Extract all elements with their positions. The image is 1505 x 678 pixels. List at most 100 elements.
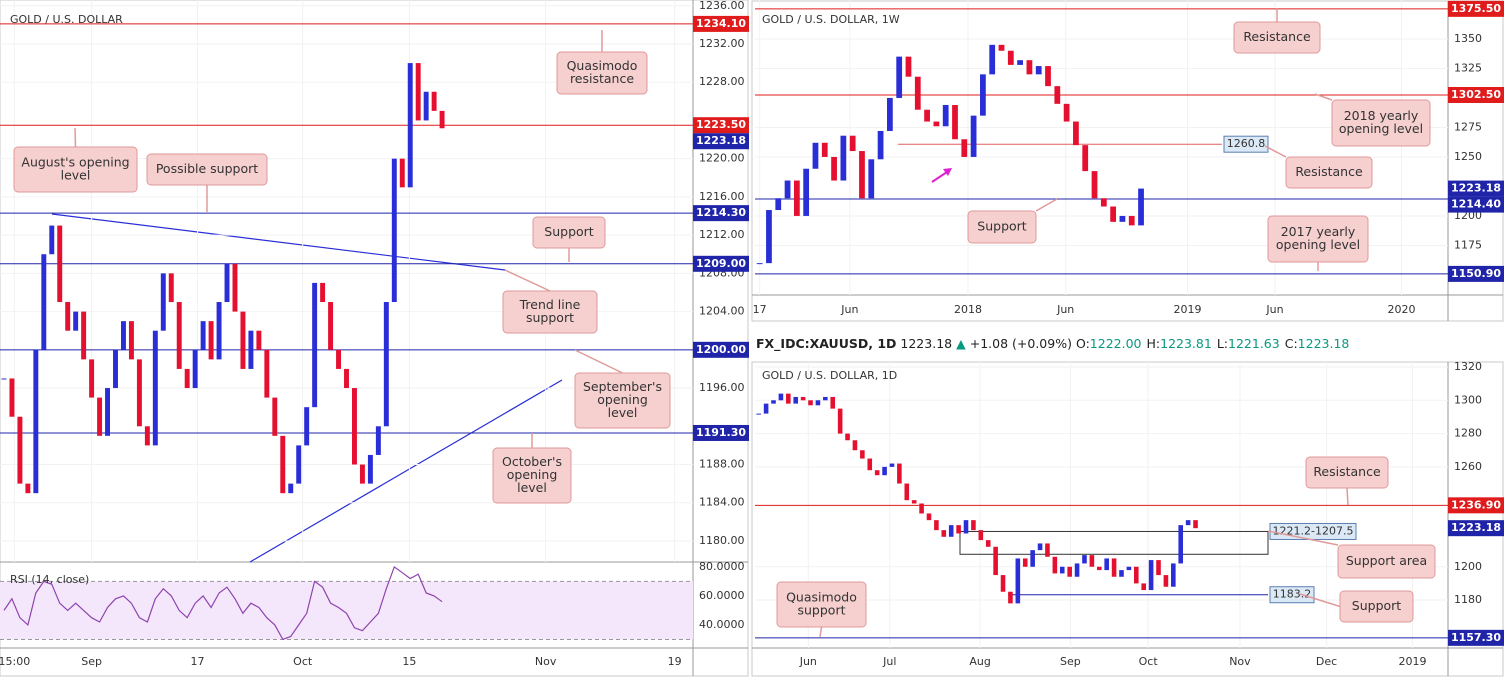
- y-tick-label: 1236.00: [699, 0, 745, 12]
- x-tick-label: Sep: [1060, 655, 1081, 668]
- candle: [168, 273, 174, 303]
- candle: [304, 407, 310, 446]
- candle: [924, 109, 930, 122]
- candle: [1156, 560, 1161, 576]
- candle: [25, 483, 31, 494]
- x-tick-label: Oct: [1139, 655, 1159, 668]
- chart-title: GOLD / U.S. DOLLAR, 1D: [762, 369, 897, 382]
- x-tick-label: 15: [402, 655, 416, 668]
- x-tick-label: 17: [753, 303, 767, 316]
- candle: [296, 445, 302, 484]
- ohlc-value: 1223.81: [1160, 336, 1212, 351]
- x-tick-label: Jun: [1056, 303, 1074, 316]
- callout-text: level: [61, 168, 91, 183]
- candle: [1052, 556, 1058, 574]
- candle: [1185, 520, 1191, 526]
- y-tick-label: 1212.00: [699, 228, 745, 241]
- callout-text: October's: [502, 454, 562, 469]
- candle: [208, 321, 214, 360]
- candle: [808, 400, 813, 406]
- candle: [823, 396, 828, 401]
- x-tick-label: Jun: [1265, 303, 1283, 316]
- callout-box: [1339, 590, 1414, 623]
- candle: [113, 349, 118, 389]
- callout-box: [13, 146, 138, 193]
- y-tick-label: 1216.00: [699, 190, 745, 203]
- candle: [1193, 520, 1198, 529]
- ohlc-label: H:: [1146, 336, 1161, 351]
- rsi-label: RSI (14, close): [10, 573, 89, 586]
- callout-box: [967, 210, 1037, 244]
- candle: [1148, 560, 1154, 591]
- candle: [905, 56, 912, 77]
- y-tick-label: 1175: [1454, 238, 1482, 251]
- x-tick-label: Nov: [1229, 655, 1251, 668]
- candle: [985, 540, 991, 547]
- candle: [882, 466, 887, 476]
- pink-arrow: [931, 168, 952, 183]
- price-box-label: 1214.40: [1451, 198, 1501, 211]
- level-tag-label: 1260.8: [1227, 137, 1266, 150]
- candle: [926, 513, 932, 521]
- annotation: Resistance: [1305, 456, 1389, 506]
- candle: [1138, 188, 1144, 226]
- candle: [919, 503, 924, 514]
- daily-panel: [751, 361, 1504, 677]
- rsi-line: [3, 565, 443, 641]
- price-box: [1448, 265, 1504, 282]
- callout-text: Support: [544, 224, 594, 239]
- price-box-label: 1223.18: [1451, 182, 1501, 195]
- x-tick-label: Aug: [969, 655, 990, 668]
- candle: [889, 463, 895, 467]
- candle: [184, 368, 190, 389]
- x-tick-label: Jul: [882, 655, 896, 668]
- candle: [256, 330, 262, 350]
- candle: [1111, 558, 1117, 577]
- callout-pointer: [1035, 198, 1058, 212]
- callout-pointer: [74, 127, 77, 148]
- y-tick-label: 1220.00: [699, 152, 745, 165]
- candle: [860, 450, 865, 459]
- candle: [367, 454, 373, 484]
- price-box-label: 1234.10: [696, 17, 746, 30]
- annotation: Support: [1299, 590, 1414, 623]
- price-box-label: 1209.00: [696, 257, 746, 270]
- candle: [328, 302, 334, 350]
- candle: [1063, 103, 1070, 122]
- candle: [1171, 563, 1176, 587]
- candle: [778, 393, 784, 401]
- candle: [423, 91, 429, 121]
- candle: [65, 302, 71, 331]
- price-box: [693, 424, 749, 441]
- candle: [756, 413, 761, 415]
- candle: [97, 397, 103, 436]
- candle: [192, 349, 198, 389]
- candle: [399, 158, 405, 188]
- candle: [415, 63, 421, 121]
- candle: [897, 463, 902, 484]
- price-box-label: 1302.50: [1451, 88, 1501, 101]
- candle: [956, 525, 961, 534]
- x-tick-label: Jun: [840, 303, 858, 316]
- callout-text: support: [526, 310, 574, 325]
- callout-box: [1305, 456, 1389, 489]
- candle: [1022, 558, 1028, 567]
- y-tick-label: 1275: [1454, 120, 1482, 133]
- callout-text: 2018 yearly: [1344, 108, 1419, 123]
- candle: [942, 105, 949, 127]
- candle: [81, 311, 87, 360]
- candle: [1134, 566, 1139, 584]
- candle: [800, 396, 806, 401]
- candle: [232, 263, 238, 312]
- candle: [176, 302, 182, 369]
- candle: [803, 168, 810, 216]
- ohlc-value: 1221.63: [1228, 336, 1280, 351]
- candle: [963, 520, 969, 534]
- candle: [989, 44, 996, 75]
- price-box: [1448, 497, 1504, 514]
- candle: [1100, 198, 1107, 207]
- candle: [272, 397, 278, 436]
- price-box: [1448, 0, 1504, 17]
- y-tick-label: 1350: [1454, 32, 1482, 45]
